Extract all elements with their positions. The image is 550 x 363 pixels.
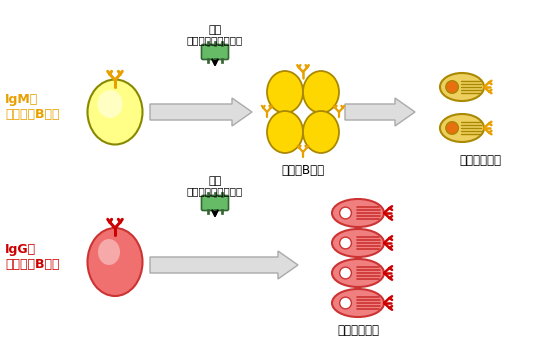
Bar (221, 41, 223, 46)
FancyBboxPatch shape (201, 196, 228, 211)
Ellipse shape (332, 259, 384, 287)
Text: IgG型: IgG型 (5, 244, 36, 257)
Ellipse shape (340, 297, 351, 309)
FancyArrow shape (345, 98, 415, 126)
Ellipse shape (303, 71, 339, 113)
Bar (214, 58, 216, 63)
Ellipse shape (340, 267, 351, 279)
FancyBboxPatch shape (201, 45, 228, 60)
Ellipse shape (87, 228, 142, 296)
Ellipse shape (340, 207, 351, 219)
Bar (221, 209, 223, 214)
Text: 抗原: 抗原 (208, 25, 222, 35)
Bar (214, 209, 216, 214)
Text: ナイーブB細胞: ナイーブB細胞 (5, 107, 59, 121)
Text: メモリーB細胞: メモリーB細胞 (5, 257, 59, 270)
Ellipse shape (267, 71, 303, 113)
Bar (214, 192, 216, 197)
Ellipse shape (440, 114, 484, 142)
Ellipse shape (267, 111, 303, 153)
Ellipse shape (87, 79, 142, 144)
Bar (207, 41, 209, 46)
Ellipse shape (97, 90, 123, 118)
Bar (221, 58, 223, 63)
Ellipse shape (98, 239, 120, 265)
Bar (207, 192, 209, 197)
Text: 抗原: 抗原 (208, 176, 222, 186)
FancyArrow shape (150, 251, 298, 279)
Bar (207, 209, 209, 214)
Bar (221, 192, 223, 197)
Text: （細菌・ウイルス）: （細菌・ウイルス） (187, 186, 243, 196)
Text: 胚中心B細胞: 胚中心B細胞 (282, 163, 324, 176)
Text: （細菌・ウイルス）: （細菌・ウイルス） (187, 35, 243, 45)
Ellipse shape (446, 122, 458, 134)
Ellipse shape (340, 237, 351, 249)
Ellipse shape (332, 289, 384, 317)
Text: 抗体産生細胞: 抗体産生細胞 (337, 323, 379, 337)
Ellipse shape (332, 229, 384, 257)
Ellipse shape (332, 199, 384, 227)
Ellipse shape (440, 73, 484, 101)
Ellipse shape (303, 111, 339, 153)
FancyArrow shape (150, 98, 252, 126)
Text: IgM型: IgM型 (5, 94, 38, 106)
Text: 抗体産生細胞: 抗体産生細胞 (459, 154, 501, 167)
Bar (214, 41, 216, 46)
Ellipse shape (446, 81, 458, 93)
Bar (207, 58, 209, 63)
